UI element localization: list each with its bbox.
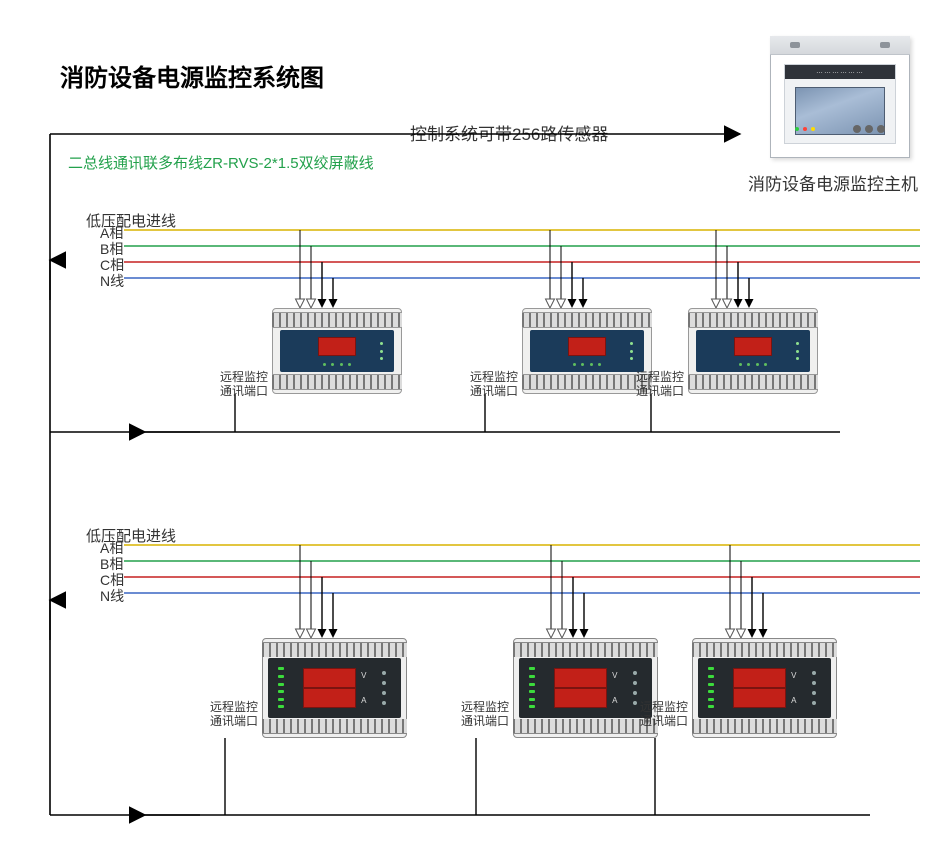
sensor-meter-b: VA bbox=[692, 638, 837, 738]
sensor-meter-a bbox=[688, 308, 818, 394]
sensor-meter-b: VA bbox=[262, 638, 407, 738]
port-label: 远程监控通讯端口 bbox=[220, 370, 268, 398]
sensor-meter-b: VA bbox=[513, 638, 658, 738]
sensor-meter-a bbox=[522, 308, 652, 394]
port-label: 远程监控通讯端口 bbox=[470, 370, 518, 398]
port-label: 远程监控通讯端口 bbox=[640, 700, 688, 728]
sensor-meter-a bbox=[272, 308, 402, 394]
diagram-stage: 消防设备电源监控系统图 控制系统可带256路传感器 二总线通讯联多布线ZR-RV… bbox=[0, 0, 946, 854]
port-label: 远程监控通讯端口 bbox=[210, 700, 258, 728]
port-label: 远程监控通讯端口 bbox=[636, 370, 684, 398]
port-label: 远程监控通讯端口 bbox=[461, 700, 509, 728]
